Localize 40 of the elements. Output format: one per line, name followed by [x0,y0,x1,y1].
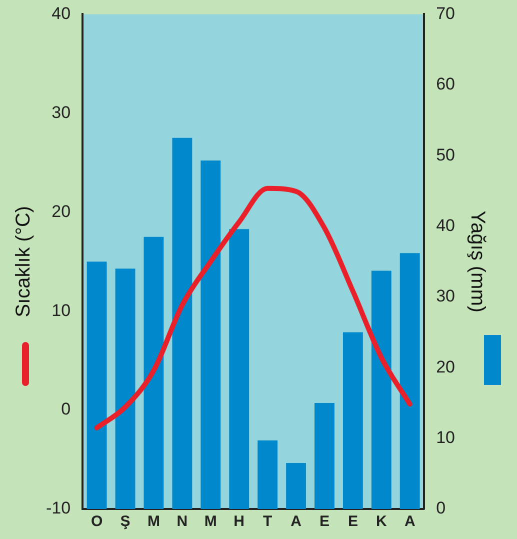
y2-tick-label: 10 [436,428,456,447]
x-tick-label: N [176,513,188,530]
bar [229,229,250,509]
y2-tick-label: 70 [436,4,456,23]
bar [86,262,107,509]
x-tick-label: T [262,513,272,530]
x-tick-label: A [404,513,416,530]
y2-tick-label: 30 [436,286,456,306]
y2-axis-title: Yağış (mm) [466,210,488,313]
bar [371,270,392,509]
bar [400,253,420,509]
x-tick-label: M [204,513,217,530]
bar [342,332,363,509]
y2-tick-label: 50 [436,145,456,164]
bar [172,138,192,509]
bar [314,402,334,509]
x-tick-label: Ş [120,513,130,530]
y2-tick-label: 60 [436,74,456,94]
bar [144,236,164,509]
y2-tick-label: 40 [436,216,456,235]
x-tick-label: K [376,513,387,530]
x-tick-label: O [90,513,103,530]
x-tick-label: A [290,513,302,530]
y-tick-label: 20 [52,202,71,221]
y-tick-label: 10 [52,300,71,320]
y-tick-label: 30 [52,102,71,122]
y-tick-label: 0 [61,400,71,419]
y-tick-label: -10 [46,498,71,518]
x-tick-label: M [147,513,160,530]
y2-tick-label: 0 [436,498,446,518]
x-tick-label: H [234,513,245,530]
bar [258,440,278,509]
bar [115,268,136,509]
y2-tick-label: 20 [436,357,456,376]
x-tick-label: E [348,513,358,530]
y-axis-title: Sıcaklık (°C) [12,206,35,318]
x-tick-label: E [319,513,330,530]
bar [286,463,306,509]
y-tick-label: 40 [52,4,71,23]
bar [200,160,221,509]
